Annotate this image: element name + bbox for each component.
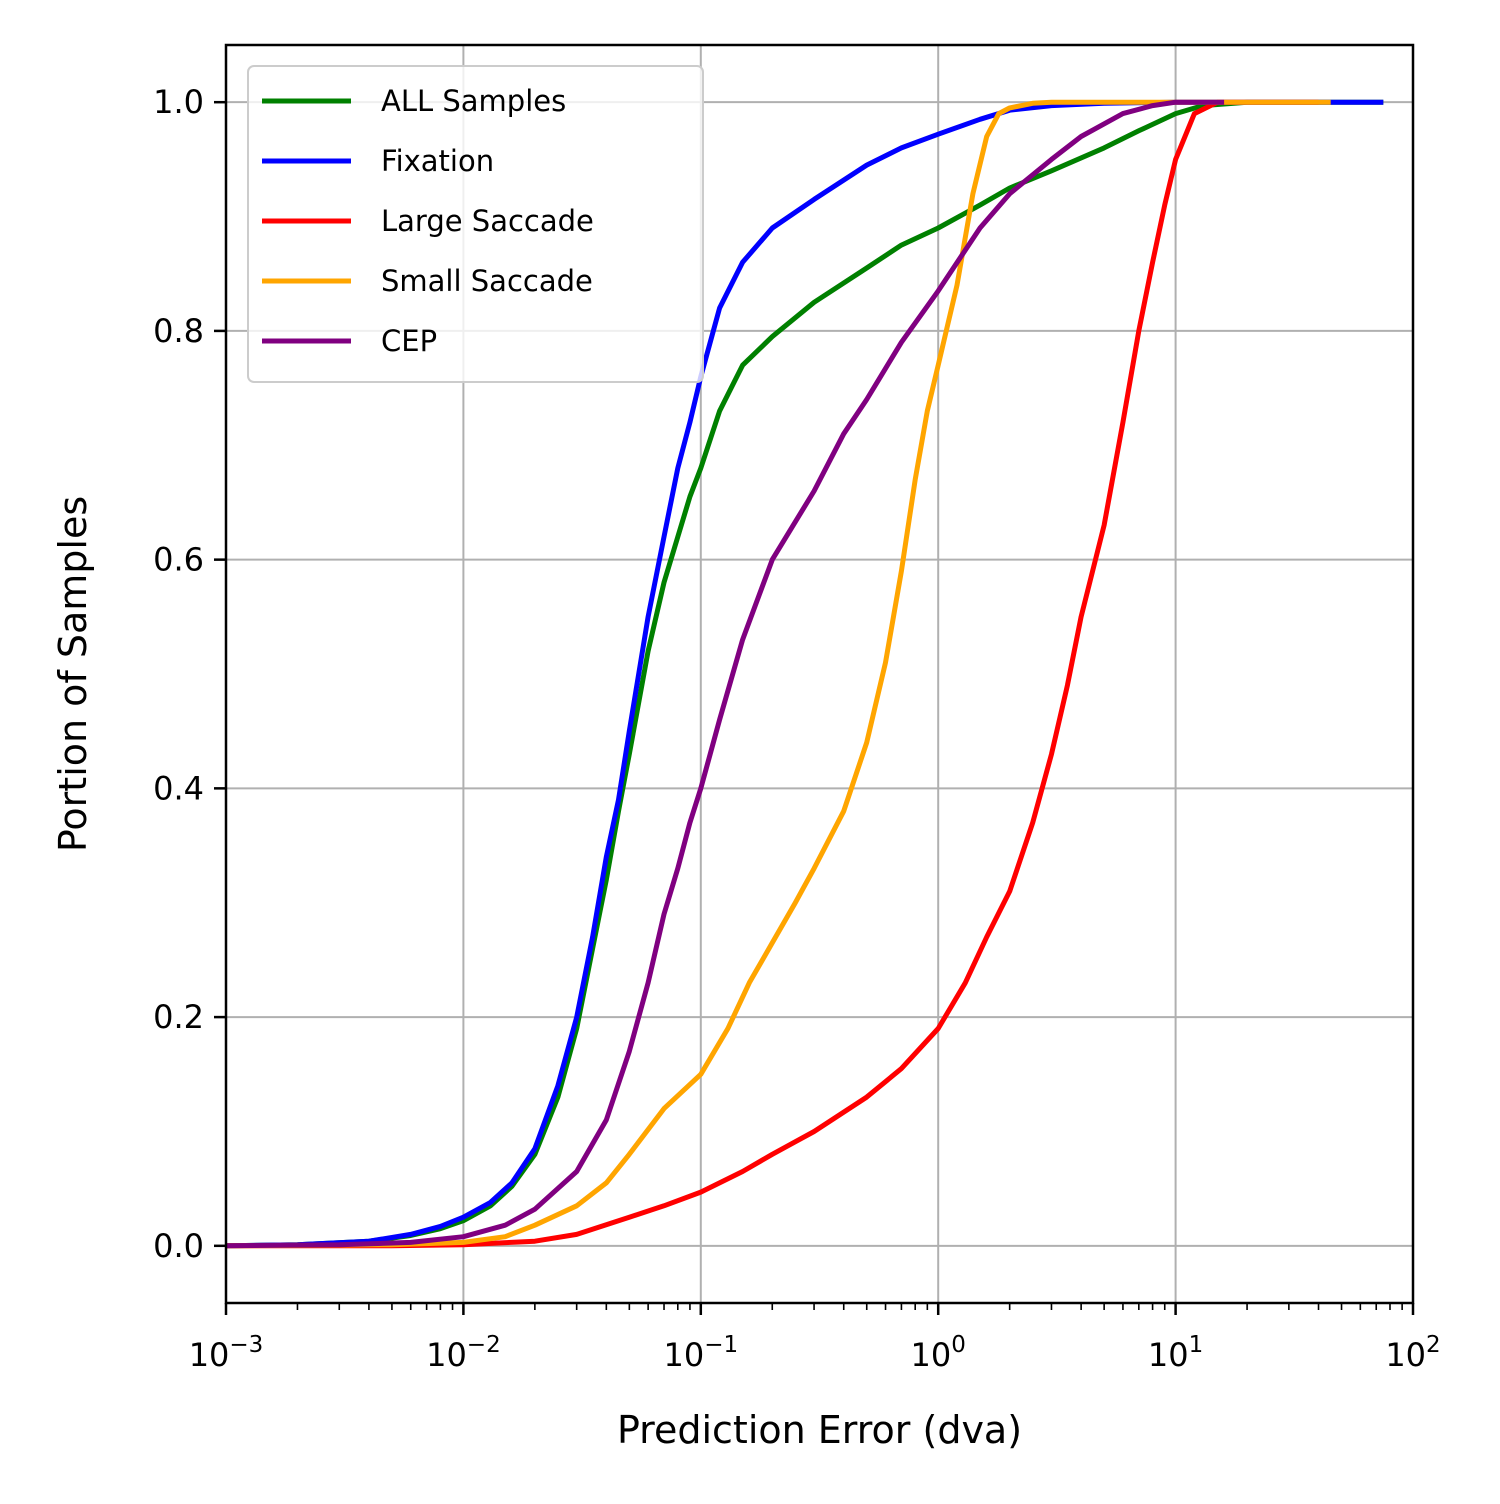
x-tick-label: 100 xyxy=(911,1332,966,1374)
legend-box xyxy=(247,65,704,383)
x-axis-title: Prediction Error (dva) xyxy=(617,1408,1022,1452)
series-line-fixation xyxy=(225,99,1384,1249)
legend-label: ALL Samples xyxy=(381,84,566,118)
y-tick-label: 0.6 xyxy=(153,541,204,579)
legend: ALL Samples Fixation Large Saccade Small Sa… xyxy=(247,65,704,383)
y-tick-label: 0.8 xyxy=(153,312,204,350)
series-lines xyxy=(225,99,1384,1249)
x-tick-label: 102 xyxy=(1385,1332,1440,1374)
y-tick-label: 0.4 xyxy=(153,769,204,807)
x-tick-label: 10−2 xyxy=(426,1332,501,1374)
y-tick-label: 1.0 xyxy=(153,83,204,121)
series-line-small-saccade xyxy=(225,99,1331,1249)
legend-label: Large Saccade xyxy=(381,204,594,238)
plot-frame xyxy=(224,43,1415,1305)
series-line-large-saccade xyxy=(226,99,1319,1249)
x-tick-label: 10−1 xyxy=(663,1332,738,1374)
series-line-all-samples xyxy=(225,99,1384,1249)
legend-label: Fixation xyxy=(381,144,494,178)
y-tick-label: 0.2 xyxy=(153,998,204,1036)
x-tick-label: 10−3 xyxy=(189,1332,264,1374)
y-tick-label: 0.0 xyxy=(153,1227,204,1265)
series-line-cep xyxy=(225,99,1225,1249)
axis-ticks: 10−3 10−2 10−1 100 101 102 0.0 0.2 0.4 0.6 0.8 1.0 xyxy=(153,83,1441,1374)
legend-label: Small Saccade xyxy=(381,264,593,298)
x-tick-label: 101 xyxy=(1148,1332,1203,1374)
legend-label: CEP xyxy=(381,324,437,358)
y-axis-title: Portion of Samples xyxy=(51,496,95,852)
